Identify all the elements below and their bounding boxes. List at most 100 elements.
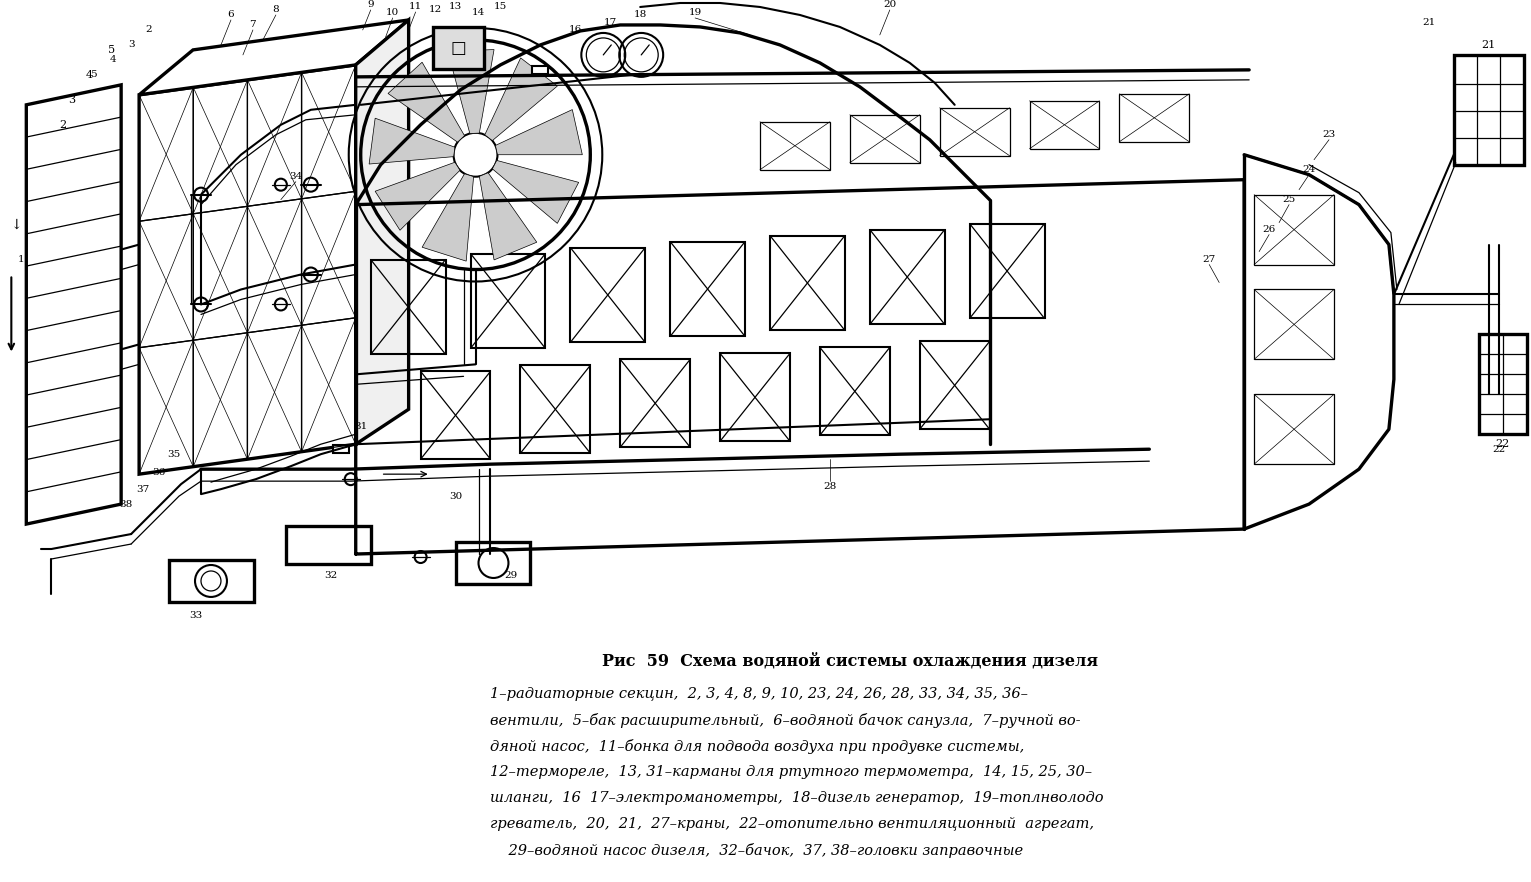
- Bar: [1119, 93, 1190, 142]
- Bar: [620, 359, 690, 447]
- Text: 38: 38: [119, 499, 133, 509]
- Bar: [1454, 55, 1523, 165]
- Bar: [821, 348, 890, 435]
- Polygon shape: [423, 174, 473, 261]
- Circle shape: [276, 298, 286, 310]
- Text: шланги,  16  17–электроманометры,  18–дизель генератор,  19–топлнволодо: шланги, 16 17–электроманометры, 18–дизел…: [490, 791, 1104, 805]
- Circle shape: [194, 188, 208, 202]
- Bar: [433, 27, 484, 69]
- Text: 26: 26: [1263, 225, 1275, 234]
- Text: 37: 37: [136, 484, 150, 494]
- Polygon shape: [375, 162, 459, 230]
- Circle shape: [194, 565, 227, 597]
- Bar: [332, 445, 349, 453]
- Bar: [456, 542, 530, 584]
- Text: 18: 18: [634, 11, 646, 19]
- Bar: [1254, 195, 1334, 265]
- Text: 16: 16: [568, 26, 582, 34]
- Bar: [969, 224, 1044, 318]
- Bar: [870, 229, 945, 325]
- Text: 1: 1: [18, 255, 24, 264]
- Text: 17: 17: [603, 19, 617, 27]
- Text: 8: 8: [273, 5, 279, 14]
- Text: 21: 21: [1482, 40, 1496, 50]
- Bar: [1479, 334, 1526, 434]
- Text: 25: 25: [1283, 195, 1295, 204]
- Text: 20: 20: [883, 1, 897, 10]
- Polygon shape: [139, 20, 409, 95]
- Text: 7: 7: [250, 20, 256, 29]
- Bar: [920, 341, 989, 430]
- Bar: [850, 115, 920, 162]
- Text: 2: 2: [145, 26, 153, 34]
- Circle shape: [276, 179, 286, 191]
- Text: 12: 12: [429, 5, 442, 14]
- Bar: [571, 248, 645, 342]
- Bar: [671, 242, 746, 336]
- Text: 29–водяной насос дизеля,  32–бачок,  37, 38–головки заправочные: 29–водяной насос дизеля, 32–бачок, 37, 3…: [490, 843, 1023, 858]
- Text: 27: 27: [1202, 255, 1216, 264]
- Text: 32: 32: [325, 572, 337, 580]
- Text: 10: 10: [386, 9, 400, 18]
- Circle shape: [479, 548, 508, 578]
- Text: 5: 5: [90, 71, 96, 79]
- Text: 3: 3: [127, 41, 135, 49]
- Text: 28: 28: [824, 482, 836, 490]
- Text: 31: 31: [354, 422, 367, 430]
- Text: 5: 5: [107, 45, 115, 55]
- Text: ↓: ↓: [11, 218, 21, 232]
- Bar: [470, 253, 545, 348]
- Bar: [720, 354, 790, 441]
- Text: 33: 33: [190, 611, 202, 620]
- Bar: [521, 365, 591, 453]
- Text: 9: 9: [367, 1, 374, 10]
- Bar: [759, 122, 830, 169]
- Text: Рис  59  Схема водяной системы охлаждения дизеля: Рис 59 Схема водяной системы охлаждения …: [602, 652, 1098, 669]
- Polygon shape: [493, 161, 579, 223]
- Text: 19: 19: [689, 9, 701, 18]
- Circle shape: [303, 267, 318, 281]
- Text: греватель,  20,  21,  27–краны,  22–отопительно вентиляционный  агрегат,: греватель, 20, 21, 27–краны, 22–отопител…: [490, 817, 1095, 831]
- Bar: [1029, 101, 1099, 149]
- Text: 13: 13: [449, 3, 462, 11]
- Bar: [421, 371, 490, 460]
- Text: 36: 36: [153, 467, 165, 476]
- Circle shape: [453, 133, 498, 176]
- Text: 23: 23: [1323, 131, 1335, 139]
- Bar: [940, 108, 1009, 156]
- Text: 15: 15: [495, 3, 507, 11]
- Bar: [533, 66, 548, 74]
- Text: 12–термореле,  13, 31–карманы для ртутного термометра,  14, 15, 25, 30–: 12–термореле, 13, 31–карманы для ртутног…: [490, 765, 1092, 779]
- Polygon shape: [26, 85, 121, 524]
- Text: дяной насос,  11–бонка для подвода воздуха при продувке системы,: дяной насос, 11–бонка для подвода воздух…: [490, 739, 1024, 754]
- Polygon shape: [485, 58, 557, 140]
- Bar: [286, 526, 371, 564]
- Polygon shape: [355, 20, 409, 445]
- Circle shape: [303, 177, 318, 191]
- Text: 34: 34: [289, 172, 303, 181]
- Text: 29: 29: [504, 572, 517, 580]
- Text: 22: 22: [1496, 439, 1510, 449]
- Polygon shape: [139, 65, 355, 475]
- Polygon shape: [387, 63, 464, 142]
- Text: □: □: [450, 41, 467, 57]
- Text: 24: 24: [1303, 165, 1315, 175]
- Bar: [1254, 289, 1334, 359]
- Text: 3: 3: [67, 95, 75, 105]
- Circle shape: [194, 297, 208, 311]
- Bar: [770, 235, 845, 331]
- Bar: [168, 560, 254, 602]
- Text: 11: 11: [409, 3, 423, 11]
- Text: 14: 14: [472, 9, 485, 18]
- Bar: [371, 259, 446, 355]
- Text: 4: 4: [86, 70, 93, 80]
- Polygon shape: [496, 109, 582, 154]
- Text: 1–радиаторные секцин,  2, 3, 4, 8, 9, 10, 23, 24, 26, 28, 33, 34, 35, 36–: 1–радиаторные секцин, 2, 3, 4, 8, 9, 10,…: [490, 687, 1027, 701]
- Text: 6: 6: [228, 11, 234, 19]
- Text: 21: 21: [1422, 19, 1436, 27]
- Text: 22: 22: [1493, 445, 1505, 453]
- Polygon shape: [479, 173, 537, 260]
- Polygon shape: [369, 118, 455, 164]
- Circle shape: [415, 551, 427, 563]
- Polygon shape: [449, 49, 495, 133]
